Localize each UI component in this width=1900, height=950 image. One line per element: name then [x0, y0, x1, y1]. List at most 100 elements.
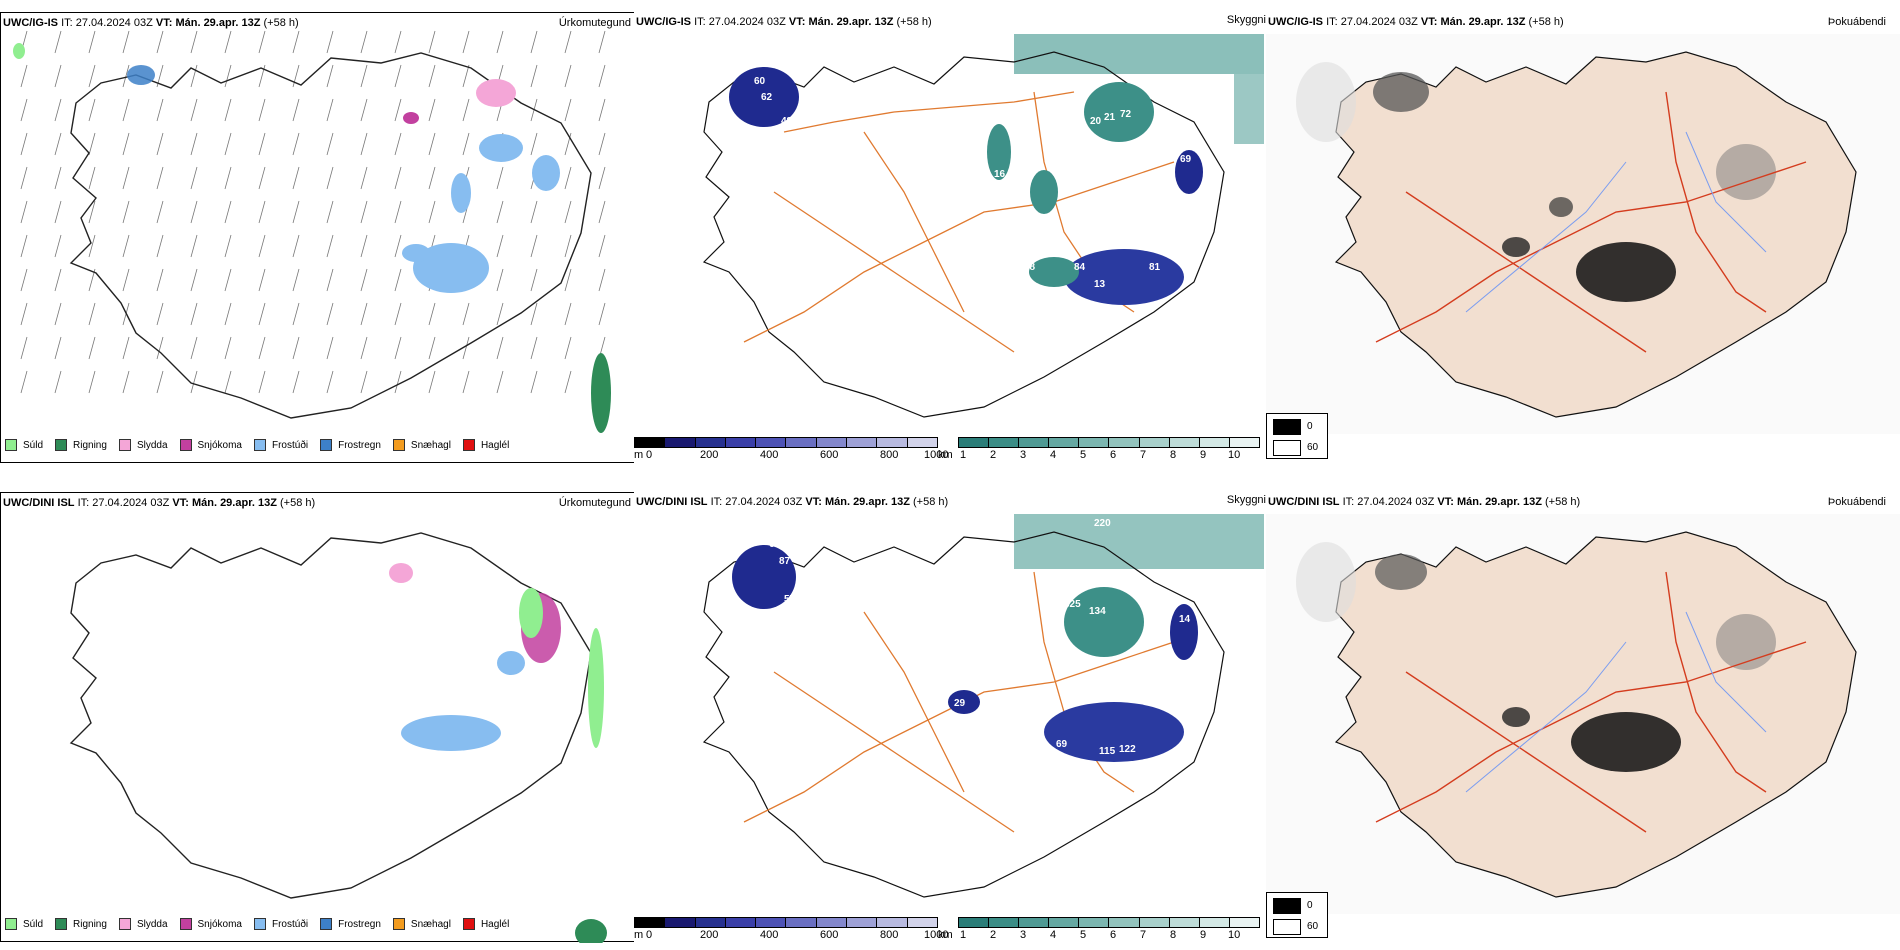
- fog-key: 0 60: [1266, 892, 1328, 938]
- wind-barb: [530, 200, 538, 224]
- wind-barb: [88, 336, 96, 360]
- fog-key: 0 60: [1266, 413, 1328, 459]
- legend-item: Rigning: [55, 918, 107, 930]
- ceiling-visibility-panel-bottom: UWC/DINI ISL IT: 27.04.2024 03Z VT: Mán.…: [634, 492, 1266, 942]
- wind-barb: [20, 166, 28, 190]
- coastline: [69, 52, 592, 419]
- svg-text:68: 68: [769, 539, 781, 550]
- wind-barb: [54, 166, 62, 190]
- wind-barb: [20, 64, 28, 88]
- wind-barb: [360, 166, 368, 190]
- wind-barb: [258, 336, 266, 360]
- wind-barb: [20, 234, 28, 258]
- fog-key-swatch: [1273, 419, 1301, 435]
- wind-barb: [156, 132, 164, 156]
- wind-barb: [258, 268, 266, 292]
- swatch: [55, 918, 68, 930]
- wind-barb: [122, 98, 130, 122]
- wind-barb: [190, 370, 198, 394]
- wind-barb: [190, 268, 198, 292]
- wind-barb: [394, 268, 402, 292]
- wind-barb: [190, 302, 198, 326]
- ceiling-colorbar: [634, 437, 938, 448]
- fog-shading: [1296, 62, 1776, 302]
- wind-barb: [598, 132, 606, 156]
- wind-barb: [292, 166, 300, 190]
- swatch: [253, 918, 266, 930]
- wind-barb: [496, 302, 504, 326]
- road-network: [1375, 571, 1807, 833]
- wind-barb: [258, 98, 266, 122]
- wind-barb: [258, 166, 266, 190]
- legend-item: Súld: [5, 439, 43, 451]
- svg-text:20: 20: [1090, 116, 1102, 127]
- vt-label: VT:: [155, 17, 173, 29]
- wind-barb: [156, 302, 164, 326]
- svg-text:16: 16: [994, 169, 1006, 180]
- wind-barb: [224, 64, 232, 88]
- visibility-colorbar: [958, 917, 1260, 928]
- svg-text:59: 59: [749, 59, 761, 70]
- svg-text:122: 122: [1119, 744, 1136, 755]
- svg-text:72: 72: [1120, 109, 1132, 120]
- vt-label: VT:: [1437, 496, 1454, 508]
- fog-key-swatch: [1273, 440, 1301, 456]
- wind-barb: [564, 166, 572, 190]
- wind-barb: [20, 132, 28, 156]
- panel-header: UWC/DINI ISL IT: 27.04.2024 03Z VT: Mán.…: [636, 496, 948, 508]
- visibility-colorbar-labels: km 1 2 3 4 5 6 7 8 9 10: [938, 449, 1241, 461]
- wind-barb: [360, 302, 368, 326]
- precip-map: [13, 30, 611, 433]
- svg-text:13: 13: [1094, 279, 1106, 290]
- svg-text:14: 14: [1179, 614, 1191, 625]
- wind-barb: [258, 200, 266, 224]
- panel-title: Úrkomutegund: [558, 497, 631, 509]
- wind-barb: [20, 268, 28, 292]
- wind-barb: [394, 64, 402, 88]
- wind-barb: [530, 64, 538, 88]
- ceiling-colorbar-labels: m 0 200 400 600 800 1000: [634, 449, 949, 461]
- model-name: UWC/DINI ISL: [1268, 496, 1340, 508]
- wind-barb: [88, 234, 96, 258]
- wind-barb: [156, 234, 164, 258]
- visibility-colorbar: [958, 437, 1260, 448]
- wind-barb: [190, 64, 198, 88]
- wind-barb: [360, 132, 368, 156]
- wind-barb: [428, 132, 436, 156]
- wind-barb: [360, 98, 368, 122]
- fog-shading: [1296, 542, 1776, 772]
- it-label: IT:: [61, 17, 73, 29]
- fog-key-swatch: [1273, 919, 1301, 935]
- wind-barb: [326, 132, 334, 156]
- legend-item: Frostregn: [320, 918, 381, 930]
- wind-barb: [190, 200, 198, 224]
- wind-barb: [20, 200, 28, 224]
- wind-barb: [496, 200, 504, 224]
- svg-text:87: 87: [779, 556, 791, 567]
- wind-barb: [394, 166, 402, 190]
- swatch: [118, 439, 131, 451]
- ceiling-visibility-panel-top: UWC/IG-IS IT: 27.04.2024 03Z VT: Mán. 29…: [634, 12, 1266, 463]
- legend-item: Snæhagl: [392, 918, 451, 930]
- panel-title: Skyggni: [1226, 494, 1266, 506]
- wind-barb: [326, 302, 334, 326]
- model-name: UWC/IG-IS: [3, 17, 58, 29]
- svg-text:48: 48: [1024, 262, 1036, 273]
- wind-barb: [598, 30, 606, 54]
- wind-barb: [88, 64, 96, 88]
- it-label: IT:: [710, 496, 723, 508]
- wind-barb: [292, 370, 300, 394]
- svg-text:57: 57: [784, 594, 796, 605]
- legend-item: Slydda: [118, 918, 168, 930]
- panel-header: UWC/DINI ISL IT: 27.04.2024 03Z VT: Mán.…: [1268, 496, 1580, 508]
- fog-map: [1266, 514, 1900, 914]
- panel-title: Skyggni: [1226, 14, 1266, 26]
- wind-barb: [156, 166, 164, 190]
- wind-barb: [88, 30, 96, 54]
- svg-text:48: 48: [781, 116, 793, 127]
- wind-barb: [54, 200, 62, 224]
- ceiling-areas: [729, 67, 1203, 305]
- wind-barb: [156, 200, 164, 224]
- fog-indicator-panel-bottom: UWC/DINI ISL IT: 27.04.2024 03Z VT: Mán.…: [1266, 492, 1900, 942]
- fog-map: [1266, 34, 1900, 434]
